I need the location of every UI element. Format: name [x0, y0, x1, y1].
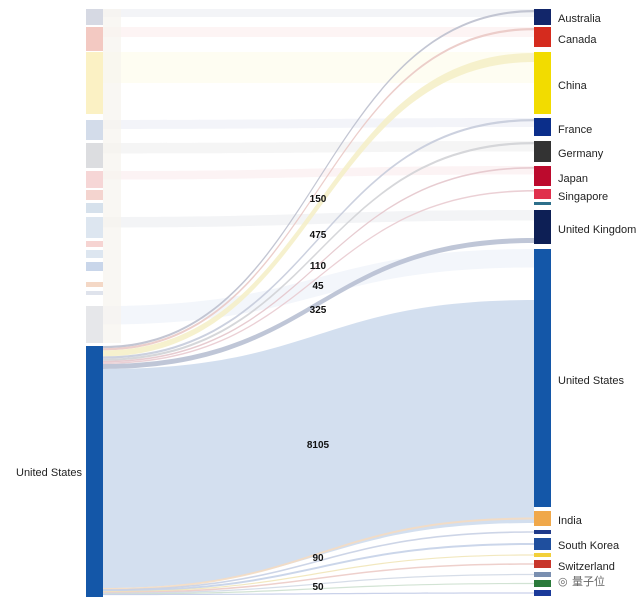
- link-switzerland[interactable]: [103, 563, 534, 594]
- link-target-13[interactable]: [103, 554, 534, 593]
- link-singapore[interactable]: [103, 190, 534, 364]
- faint-link-7: [103, 210, 534, 228]
- target-node-target-14[interactable]: [534, 553, 551, 557]
- wechat-icon: ◎: [558, 575, 568, 588]
- target-node-switzerland[interactable]: [534, 560, 551, 568]
- target-label-australia: Australia: [558, 13, 602, 25]
- link-target-11[interactable]: [103, 531, 534, 591]
- flow-label-8105: 8105: [307, 440, 330, 451]
- target-label-south-korea: South Korea: [558, 540, 620, 552]
- target-nodes: Australia Canada China France Germany Japan Si…: [534, 9, 636, 596]
- link-india[interactable]: [103, 517, 534, 591]
- target-node-target-12[interactable]: [534, 530, 551, 534]
- target-node-japan[interactable]: [534, 166, 551, 186]
- faint-links: [103, 9, 534, 325]
- target-node-united-states[interactable]: [534, 249, 551, 507]
- target-label-united-states: United States: [558, 375, 625, 387]
- target-label-canada: Canada: [558, 34, 597, 46]
- left-node-2: [86, 27, 103, 51]
- target-node-china[interactable]: [534, 52, 551, 114]
- link-target-16[interactable]: [103, 582, 534, 595]
- left-node-7: [86, 190, 103, 200]
- target-node-target-17[interactable]: [534, 580, 551, 587]
- target-node-germany[interactable]: [534, 141, 551, 162]
- flow-label-50: 50: [312, 582, 324, 593]
- flow-label-90: 90: [312, 553, 324, 564]
- target-label-india: India: [558, 515, 583, 527]
- target-node-france[interactable]: [534, 118, 551, 136]
- target-label-japan: Japan: [558, 173, 588, 185]
- link-south-korea[interactable]: [103, 543, 534, 592]
- flow-value-labels: 150 475 110 45 325 8105 90 50: [307, 194, 330, 593]
- left-node-6: [86, 171, 103, 188]
- target-node-canada[interactable]: [534, 27, 551, 47]
- faint-link-2: [103, 27, 534, 37]
- target-node-united-kingdom[interactable]: [534, 210, 551, 244]
- link-australia[interactable]: [103, 10, 534, 349]
- target-node-singapore[interactable]: [534, 189, 551, 199]
- link-united-kingdom[interactable]: [103, 238, 534, 369]
- link-germany[interactable]: [103, 142, 534, 361]
- link-france[interactable]: [103, 119, 534, 359]
- faint-link-1: [103, 52, 534, 83]
- target-label-switzerland: Switzerland: [558, 561, 615, 573]
- watermark-text: 量子位: [572, 574, 605, 588]
- left-nodes: [86, 9, 121, 343]
- flow-label-150: 150: [310, 194, 327, 205]
- faint-link-6: [103, 166, 534, 180]
- link-china[interactable]: [103, 53, 534, 357]
- left-wash: [103, 9, 121, 343]
- target-node-target-16[interactable]: [534, 572, 551, 577]
- source-node-united-states[interactable]: [86, 346, 103, 597]
- left-node-11: [86, 250, 103, 258]
- faint-link-3: [103, 9, 534, 17]
- target-node-australia[interactable]: [534, 9, 551, 25]
- faint-link-8: [103, 249, 534, 325]
- target-label-france: France: [558, 124, 592, 136]
- target-node-south-korea[interactable]: [534, 538, 551, 550]
- link-target-17[interactable]: [103, 592, 534, 596]
- flow-label-475: 475: [310, 230, 327, 241]
- flow-links: [103, 10, 534, 596]
- target-label-germany: Germany: [558, 148, 604, 160]
- target-node-target-18[interactable]: [534, 590, 551, 596]
- flow-label-45: 45: [312, 281, 324, 292]
- faint-link-4: [103, 118, 534, 129]
- target-node-target-8[interactable]: [534, 202, 551, 205]
- source-label: United States: [16, 467, 83, 479]
- left-node-10: [86, 241, 103, 247]
- left-node-3: [86, 52, 103, 114]
- link-united-states[interactable]: [103, 300, 534, 588]
- link-canada[interactable]: [103, 28, 534, 351]
- target-label-united-kingdom: United Kingdom: [558, 224, 636, 236]
- link-japan[interactable]: [103, 167, 534, 363]
- left-node-1: [86, 9, 103, 25]
- flow-label-325: 325: [310, 305, 327, 316]
- watermark: ◎ 量子位: [558, 574, 605, 588]
- left-node-12: [86, 262, 103, 271]
- left-node-5: [86, 143, 103, 168]
- left-node-8: [86, 203, 103, 213]
- left-node-9: [86, 217, 103, 238]
- target-label-singapore: Singapore: [558, 191, 608, 203]
- target-label-china: China: [558, 80, 588, 92]
- left-node-14: [86, 291, 103, 295]
- left-node-15: [86, 306, 103, 343]
- link-target-15[interactable]: [103, 573, 534, 594]
- left-node-4: [86, 120, 103, 140]
- faint-link-5: [103, 141, 534, 154]
- flow-label-110: 110: [310, 261, 327, 272]
- left-node-13: [86, 282, 103, 287]
- target-node-india[interactable]: [534, 511, 551, 526]
